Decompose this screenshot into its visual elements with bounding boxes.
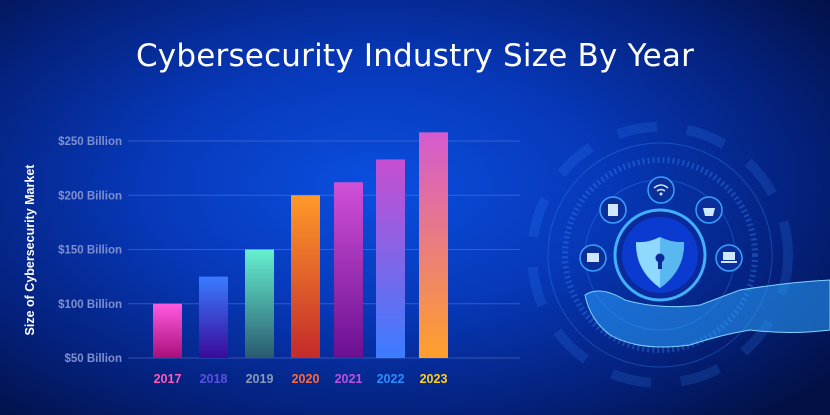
shield-lock-icon [635,237,685,288]
chart-title: Cybersecurity Industry Size By Year [135,38,695,74]
y-tick-labels: $50 Billion $100 Billion $150 Billion $200 … [58,136,122,365]
x-tick-label: 2022 [377,372,405,386]
x-tick-label: 2019 [246,372,274,386]
bar-2022 [376,159,405,358]
bar-2019 [245,249,274,358]
bar-2020 [291,195,320,358]
bar-2017 [153,303,182,358]
x-tick-label: 2020 [292,372,320,386]
bar-2018 [199,276,228,358]
y-axis-label: Size of Cybersecurity Market [23,164,37,336]
y-tick-label: $50 Billion [64,353,122,365]
gridlines [128,140,520,359]
y-tick-label: $250 Billion [58,136,122,148]
y-tick-label: $200 Billion [58,190,122,202]
x-tick-label: 2021 [335,372,363,386]
bar-2021 [334,182,363,358]
x-tick-label: 2018 [200,372,228,386]
security-illustration [527,122,830,388]
y-tick-label: $100 Billion [58,299,122,311]
x-tick-label: 2023 [420,372,448,386]
y-tick-label: $150 Billion [58,245,122,257]
hand-icon [584,279,830,348]
x-tick-labels: 2017 2018 2019 2020 2021 2022 2023 [154,372,448,386]
x-tick-label: 2017 [154,372,182,386]
bars [153,132,448,358]
bar-2023 [419,132,448,358]
